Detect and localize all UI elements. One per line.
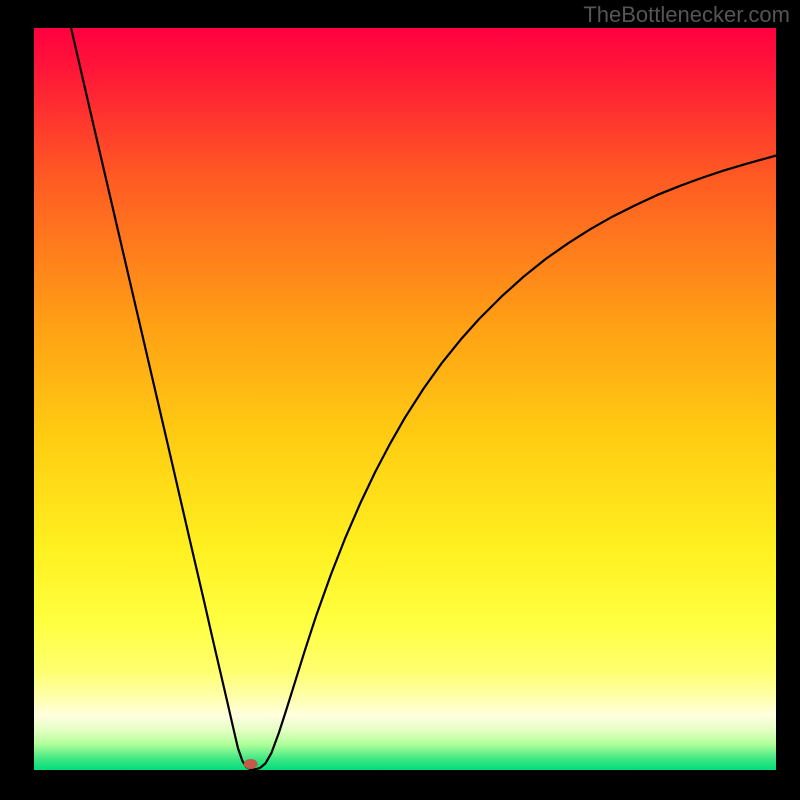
gradient-background [34, 28, 776, 770]
watermark-text: TheBottlenecker.com [583, 2, 790, 28]
chart-container: { "watermark": { "text": "TheBottlenecke… [0, 0, 800, 800]
plot-area [34, 28, 776, 770]
